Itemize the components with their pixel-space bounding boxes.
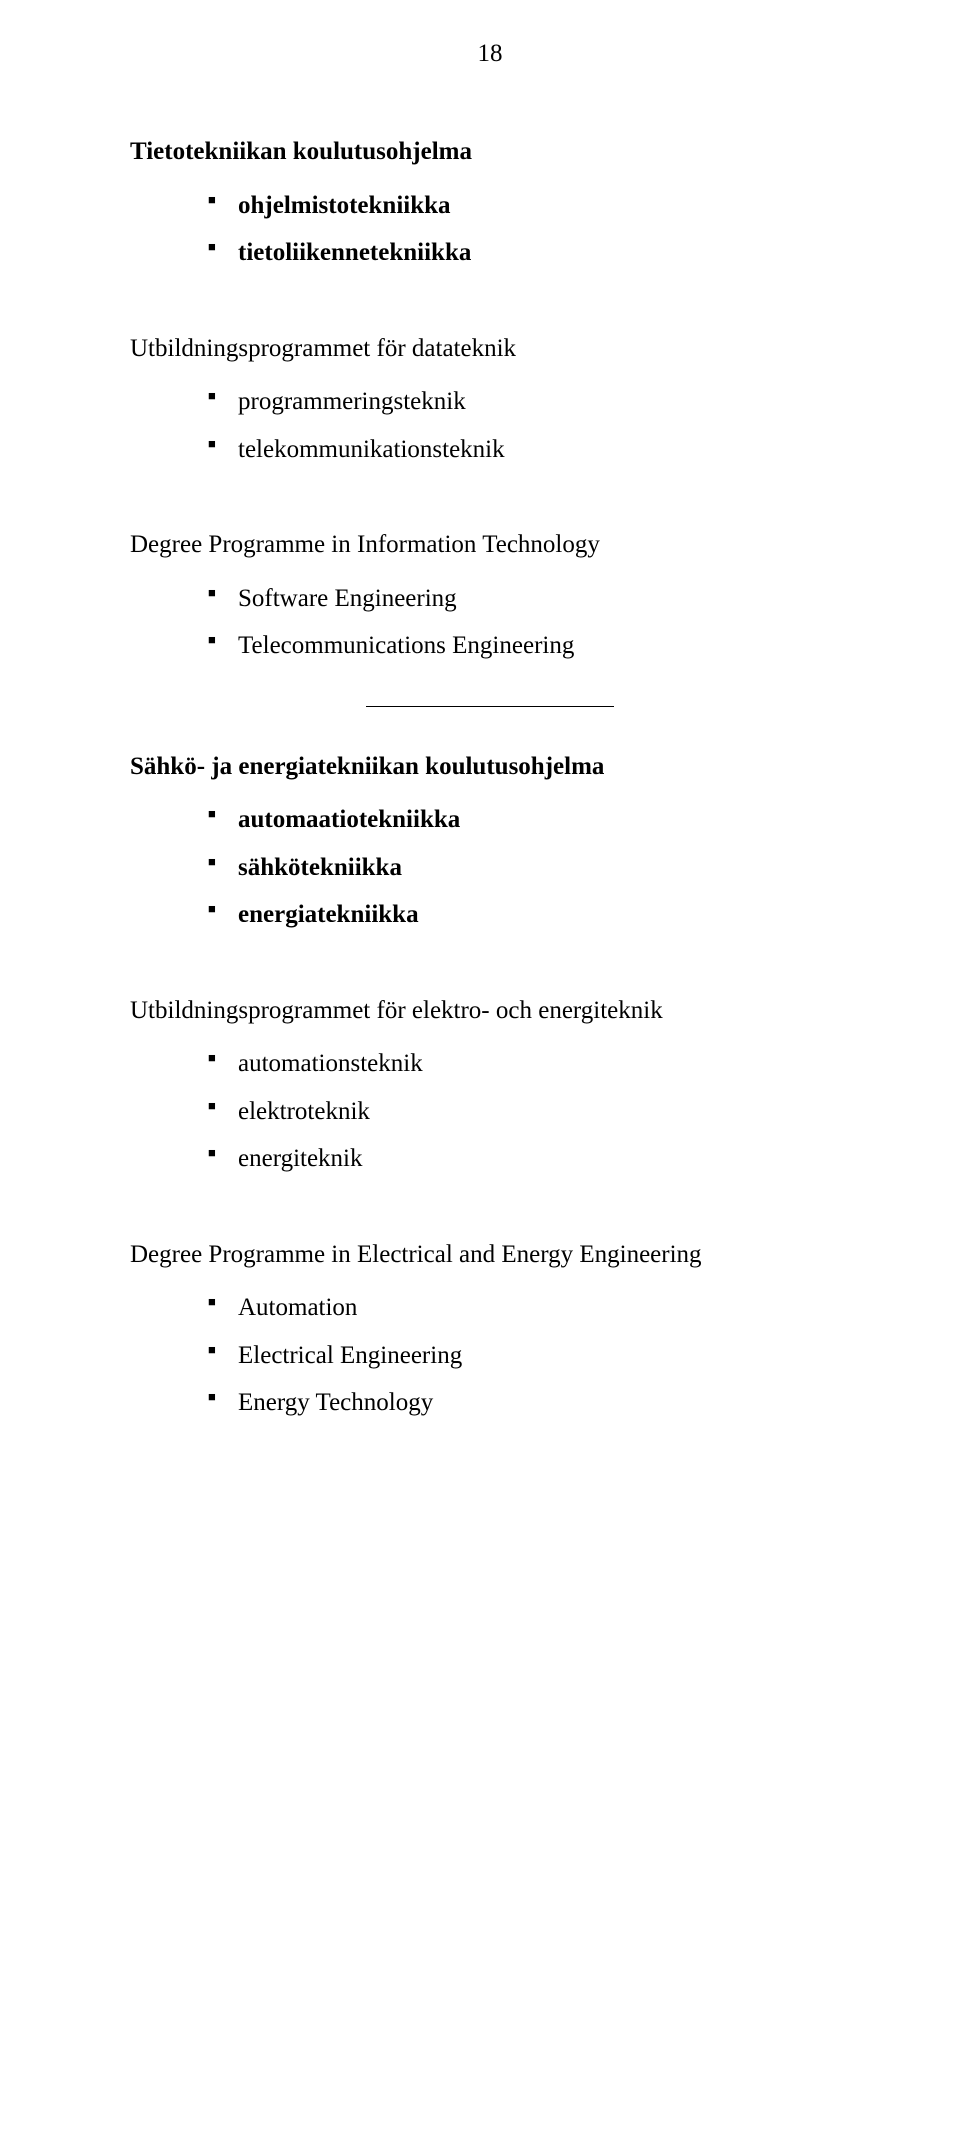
page-number: 18 — [130, 40, 850, 68]
list-item: programmeringsteknik — [208, 378, 850, 426]
spacer — [130, 485, 850, 521]
list-item: tietoliikennetekniikka — [208, 229, 850, 277]
bullet-list: automaatiotekniikka sähkötekniikka energ… — [130, 796, 850, 939]
list-item: Energy Technology — [208, 1379, 850, 1427]
bullet-list: programmeringsteknik telekommunikationst… — [130, 378, 850, 473]
list-item: sähkötekniikka — [208, 844, 850, 892]
bullet-list: automationsteknik elektroteknik energite… — [130, 1040, 850, 1183]
list-item: automationsteknik — [208, 1040, 850, 1088]
list-item: Software Engineering — [208, 575, 850, 623]
list-item: Automation — [208, 1284, 850, 1332]
list-item: telekommunikationsteknik — [208, 426, 850, 474]
spacer — [130, 951, 850, 987]
bullet-list: ohjelmistotekniikka tietoliikennetekniik… — [130, 182, 850, 277]
section-title: Utbildningsprogrammet för elektro- och e… — [130, 987, 850, 1035]
divider — [366, 706, 614, 707]
list-item: ohjelmistotekniikka — [208, 182, 850, 230]
list-item: energiatekniikka — [208, 891, 850, 939]
bullet-list: Software Engineering Telecommunications … — [130, 575, 850, 670]
section-title: Degree Programme in Information Technolo… — [130, 521, 850, 569]
section-title: Utbildningsprogrammet för datateknik — [130, 325, 850, 373]
document-page: 18 Tietotekniikan koulutusohjelma ohjelm… — [0, 0, 960, 2148]
list-item: Telecommunications Engineering — [208, 622, 850, 670]
list-item: elektroteknik — [208, 1088, 850, 1136]
list-item: automaatiotekniikka — [208, 796, 850, 844]
list-item: energiteknik — [208, 1135, 850, 1183]
bullet-list: Automation Electrical Engineering Energy… — [130, 1284, 850, 1427]
section-title: Degree Programme in Electrical and Energ… — [130, 1231, 850, 1279]
spacer — [130, 289, 850, 325]
section-title: Sähkö- ja energiatekniikan koulutusohjel… — [130, 743, 850, 791]
list-item: Electrical Engineering — [208, 1332, 850, 1380]
spacer — [130, 1195, 850, 1231]
section-title: Tietotekniikan koulutusohjelma — [130, 128, 850, 176]
